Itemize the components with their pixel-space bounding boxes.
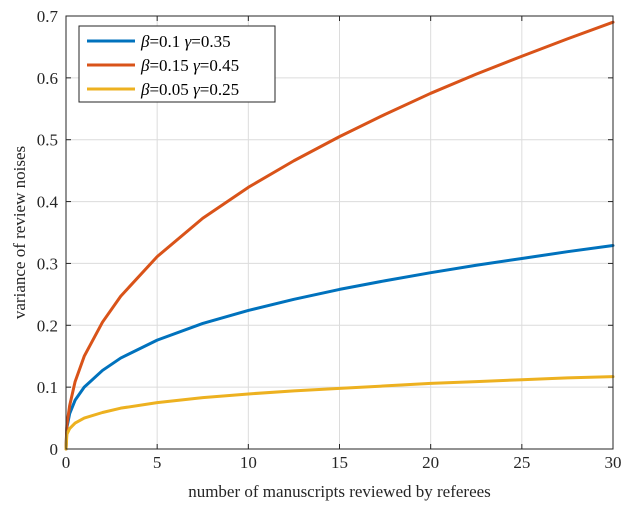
y-tick-label: 0.2 <box>37 316 58 335</box>
x-tick-label: 10 <box>240 453 257 472</box>
y-tick-label: 0.4 <box>37 193 59 212</box>
y-tick-label: 0.6 <box>37 69 58 88</box>
x-tick-label: 5 <box>153 453 162 472</box>
legend-entry: β=0.1 γ=0.35 <box>140 32 231 51</box>
x-tick-label: 30 <box>605 453 622 472</box>
x-tick-label: 25 <box>513 453 530 472</box>
data-series <box>64 20 615 451</box>
axis-ticks: 0 5 10 15 20 25 30 0 0.1 0.2 0.3 0.4 0.5 0.6 0.7 <box>37 7 622 472</box>
x-tick-label: 0 <box>62 453 71 472</box>
legend-entry: β=0.05 γ=0.25 <box>140 80 239 99</box>
y-tick-label: 0 <box>50 440 59 459</box>
y-tick-label: 0.5 <box>37 131 58 150</box>
legend-entry: β=0.15 γ=0.45 <box>140 56 239 75</box>
x-axis-label: number of manuscripts reviewed by refere… <box>188 482 491 501</box>
y-tick-label: 0.3 <box>37 254 58 273</box>
series-line-2 <box>64 20 615 451</box>
x-tick-label: 20 <box>422 453 439 472</box>
y-axis-label: variance of review noises <box>10 146 29 319</box>
legend: β=0.1 γ=0.35 β=0.15 γ=0.45 β=0.05 γ=0.25 <box>78 25 276 103</box>
series-line-3 <box>64 375 615 451</box>
x-tick-label: 15 <box>331 453 348 472</box>
series-line-1 <box>64 243 615 451</box>
y-tick-label: 0.1 <box>37 378 58 397</box>
y-tick-label: 0.7 <box>37 7 59 26</box>
